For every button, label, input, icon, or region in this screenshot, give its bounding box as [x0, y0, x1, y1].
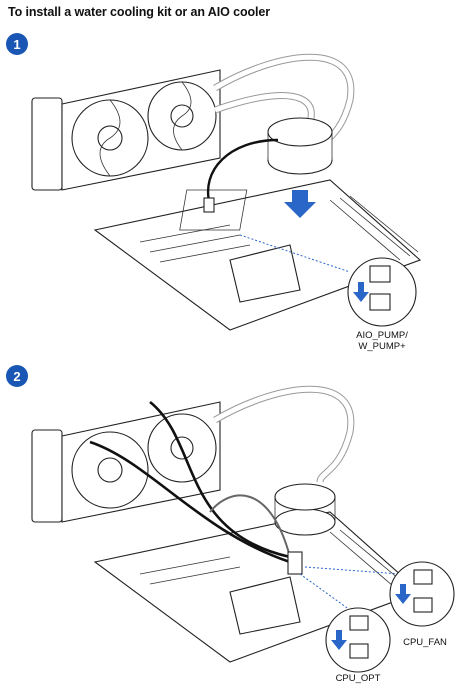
step-2-illustration [31, 385, 455, 673]
step-1-badge: 1 [6, 33, 28, 55]
callout-label-aio-pump: AIO_PUMP/ W_PUMP+ [356, 330, 408, 352]
radiator-2 [31, 401, 221, 523]
callout-label-cpu-opt: CPU_OPT [335, 673, 381, 684]
callout-circle-cpu-opt [325, 607, 391, 673]
motherboard-1 [93, 179, 422, 331]
callout-label-cpu-fan: CPU_FAN [403, 637, 447, 648]
callout-circle-cpu-fan [389, 561, 455, 627]
down-arrow [284, 190, 316, 218]
step-2-badge: 2 [6, 365, 28, 387]
pump-block-1 [267, 117, 333, 175]
callout-circle-1 [347, 257, 417, 327]
pump-block-2 [274, 483, 336, 536]
step-1-illustration [31, 53, 422, 331]
page-title: To install a water cooling kit or an AIO… [8, 5, 271, 19]
radiator-1 [31, 69, 221, 191]
motherboard-2 [93, 511, 422, 663]
